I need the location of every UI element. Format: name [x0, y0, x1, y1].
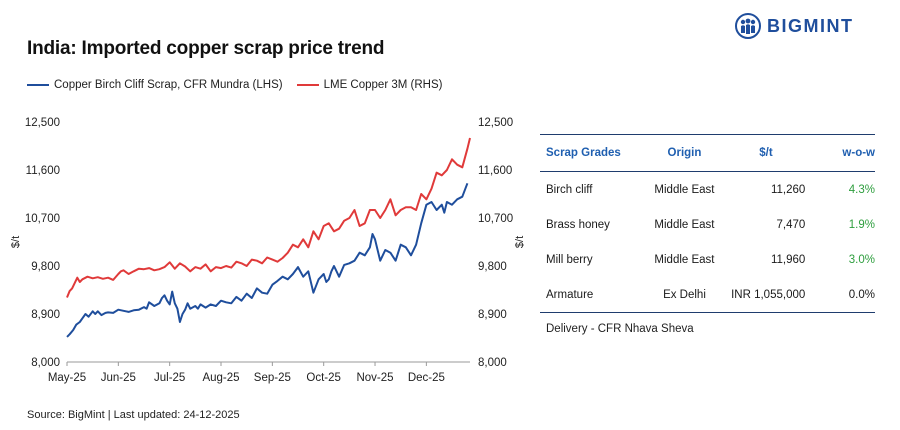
cell-price: 11,960 [770, 253, 806, 266]
legend-label: LME Copper 3M (RHS) [323, 79, 443, 91]
cell-origin: Middle East [654, 218, 715, 231]
y-left-axis-label: $/t [10, 236, 22, 248]
y-left-tick-label: 8,000 [31, 357, 60, 369]
y-left-tick-label: 10,700 [25, 213, 60, 225]
x-tick-label: Jun-25 [101, 372, 136, 384]
legend-label: Copper Birch Cliff Scrap, CFR Mundra (LH… [54, 79, 283, 91]
cell-grade: Brass honey [546, 218, 610, 231]
chart-legend: Copper Birch Cliff Scrap, CFR Mundra (LH… [27, 79, 456, 91]
y-left-tick-label: 11,600 [26, 165, 60, 177]
cell-origin: Ex Delhi [663, 288, 706, 301]
table-row: Birch cliff Middle East 11,260 4.3% [540, 172, 875, 207]
header-wow: w-o-w [842, 147, 875, 159]
cell-wow: 3.0% [848, 253, 875, 266]
delivery-note: Delivery - CFR Nhava Sheva [546, 323, 694, 335]
cell-origin: Middle East [654, 183, 715, 196]
y-right-tick-label: 8,000 [478, 357, 507, 369]
table-row: Armature Ex Delhi INR 1,055,000 0.0% [540, 277, 875, 313]
header-origin: Origin [667, 147, 702, 159]
x-tick-label: Sep-25 [254, 372, 291, 384]
logo-text: BIGMINT [767, 15, 854, 36]
cell-price: 7,470 [776, 218, 806, 231]
y-right-axis-label: $/t [514, 236, 526, 248]
table-header: Scrap Grades Origin $/t w-o-w [540, 134, 875, 172]
x-tick-label: Nov-25 [356, 372, 393, 384]
x-tick-label: Jul-25 [154, 372, 185, 384]
bigmint-people-icon [735, 13, 761, 39]
cell-price: 11,260 [770, 183, 806, 196]
x-tick-label: Aug-25 [202, 372, 239, 384]
cell-price: INR 1,055,000 [731, 288, 806, 301]
header-grade: Scrap Grades [546, 147, 621, 159]
series-line-birch-cliff [66, 182, 469, 338]
x-tick-label: May-25 [48, 372, 86, 384]
source-note: Source: BigMint | Last updated: 24-12-20… [27, 409, 240, 421]
series-line-lme-copper [66, 137, 471, 298]
y-right-tick-label: 10,700 [478, 213, 513, 225]
cell-grade: Birch cliff [546, 183, 593, 196]
table-row: Mill berry Middle East 11,960 3.0% [540, 242, 875, 277]
scrap-grades-table: Scrap Grades Origin $/t w-o-w Birch clif… [540, 134, 875, 313]
legend-line-blue [27, 84, 49, 86]
chart-title: India: Imported copper scrap price trend [27, 38, 385, 59]
legend-item-birch-cliff: Copper Birch Cliff Scrap, CFR Mundra (LH… [27, 79, 283, 91]
cell-wow: 4.3% [848, 183, 875, 196]
y-left-tick-label: 9,800 [31, 261, 60, 273]
cell-grade: Mill berry [546, 253, 593, 266]
cell-wow: 1.9% [848, 218, 875, 231]
cell-wow: 0.0% [848, 288, 875, 301]
y-right-tick-label: 12,500 [478, 117, 513, 129]
x-tick-label: Oct-25 [306, 372, 341, 384]
cell-origin: Middle East [654, 253, 715, 266]
y-right-tick-label: 8,900 [478, 309, 507, 321]
cell-grade: Armature [546, 288, 594, 301]
legend-item-lme: LME Copper 3M (RHS) [296, 79, 443, 91]
x-tick-label: Dec-25 [408, 372, 445, 384]
legend-line-red [296, 84, 319, 86]
table-row: Brass honey Middle East 7,470 1.9% [540, 207, 875, 242]
y-right-tick-label: 9,800 [478, 261, 507, 273]
y-right-tick-label: 11,600 [478, 165, 512, 177]
bigmint-logo: BIGMINT [735, 13, 854, 39]
header-price: $/t [759, 147, 773, 159]
y-left-tick-label: 8,900 [31, 309, 60, 321]
y-left-tick-label: 12,500 [25, 117, 60, 129]
